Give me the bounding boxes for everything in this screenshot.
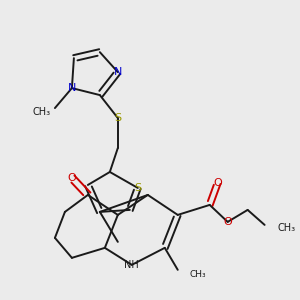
Text: NH: NH	[124, 260, 139, 270]
Text: CH₃: CH₃	[190, 270, 206, 279]
Text: S: S	[134, 183, 141, 193]
Text: CH₃: CH₃	[33, 107, 51, 117]
Text: N: N	[68, 83, 76, 93]
Text: S: S	[114, 113, 122, 123]
Text: CH₃: CH₃	[278, 223, 296, 233]
Text: O: O	[68, 173, 76, 183]
Text: N: N	[114, 67, 122, 77]
Text: O: O	[213, 178, 222, 188]
Text: O: O	[223, 217, 232, 227]
